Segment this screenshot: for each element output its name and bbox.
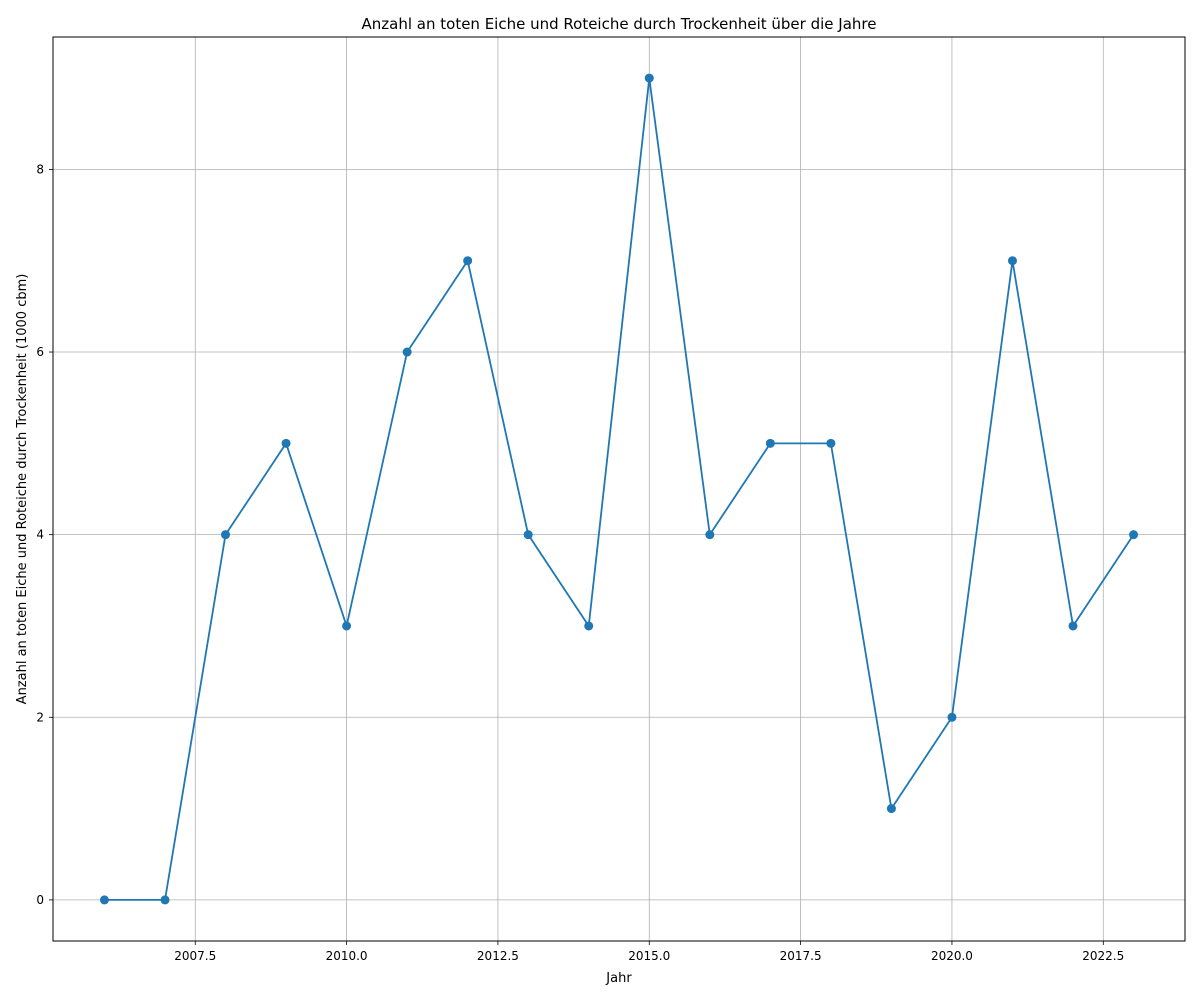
y-tick-label: 2: [36, 710, 44, 724]
data-point: [644, 73, 654, 83]
x-tick-label: 2020.0: [931, 949, 973, 963]
data-point: [1068, 621, 1078, 631]
data-point: [342, 621, 352, 631]
series-line: [104, 77, 1135, 901]
y-tick-label: 8: [36, 162, 44, 176]
data-point: [705, 530, 715, 540]
data-point: [584, 621, 594, 631]
plot-frame: [52, 36, 1186, 942]
series-layer: [99, 73, 1139, 905]
tick-layer: 2007.5 2010.0 2012.5 2015.0 2017.5 2020.0 2022…: [36, 162, 1124, 963]
data-point: [463, 256, 473, 266]
y-tick-label: 6: [36, 345, 44, 359]
data-point: [886, 804, 896, 814]
data-point: [221, 530, 231, 540]
data-point: [402, 347, 412, 357]
data-point: [160, 895, 170, 905]
chart-title: Anzahl an toten Eiche und Roteiche durch…: [362, 15, 877, 33]
x-tick-label: 2015.0: [628, 949, 670, 963]
x-axis-label: Jahr: [605, 971, 632, 986]
y-tick-label: 4: [36, 528, 44, 542]
data-point: [1129, 530, 1139, 540]
x-tick-label: 2012.5: [477, 949, 519, 963]
data-point: [523, 530, 533, 540]
x-tick-label: 2010.0: [326, 949, 368, 963]
y-tick-label: 0: [36, 893, 44, 907]
grid-layer: [53, 37, 1185, 941]
x-tick-label: 2022.5: [1082, 949, 1124, 963]
data-point: [947, 712, 957, 722]
y-axis-label: Anzahl an toten Eiche und Roteiche durch…: [15, 274, 30, 705]
x-tick-label: 2007.5: [174, 949, 216, 963]
data-point: [1007, 256, 1017, 266]
data-point: [826, 438, 836, 448]
data-point: [765, 438, 775, 448]
data-point: [99, 895, 109, 905]
x-tick-label: 2017.5: [780, 949, 822, 963]
data-point: [281, 438, 291, 448]
